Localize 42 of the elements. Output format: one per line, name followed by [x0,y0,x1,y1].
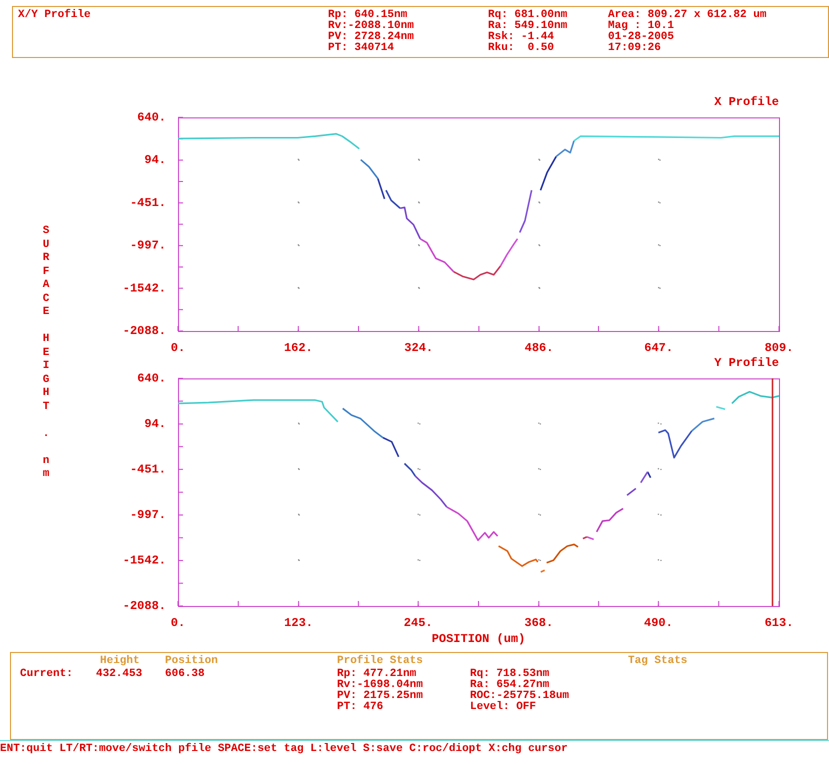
chart-title: Y Profile [714,356,779,370]
text: Profile Stats [337,655,423,667]
text: Area: 809.27 x 612.82 um Mag : 10.1 01-28-2005 17:09:26 [608,9,766,54]
text: Height [100,655,140,667]
x-tick-label: 368. [524,616,554,630]
text: 432.453 [96,668,142,680]
y-tick-label: -1542. [122,281,166,296]
text: Rq: 718.53nm Ra: 654.27nm ROC:-25775.18um Level: OFF [470,668,570,713]
y-tick-label: 94. [144,153,166,168]
y-tick-label: -451. [130,462,166,476]
x-tick-label: 486. [524,341,554,356]
x-tick-label: 245. [404,616,433,630]
y-tick-label: -997. [130,238,166,253]
y-tick-label: -997. [130,508,166,522]
y-tick-label: -2088. [122,324,166,338]
text: X/Y Profile [18,9,91,21]
x-tick-label: 647. [644,341,674,356]
y-tick-label: -2088. [122,599,166,614]
x-tick-label: 123. [284,616,313,630]
text: Rp: 477.21nm Rv:-1698.04nm PV: 2175.25nm PT: 476 [337,668,423,713]
text: Tag Stats [628,655,688,667]
text: Current: [20,668,73,680]
text: SURFACE HEIGHT . nm [42,225,50,480]
x-tick-label: 324. [404,341,434,356]
y-tick-label: -451. [130,196,166,210]
y-tick-label: -1542. [122,553,166,568]
text: ENT:quit LT/RT:move/switch pfile SPACE:set tag L:level S:save C:roc/diopt X:chg cursor [0,743,568,755]
x-axis-title: POSITION (um) [432,632,526,646]
text: Rq: 681.00nm Ra: 549.10nm Rsk: -1.44 Rku: 0.50 [488,9,568,54]
y-tick-label: 94. [144,416,166,431]
x-tick-label: 490. [644,616,673,630]
x-tick-label: 809. [764,341,794,356]
text: 606.38 [165,668,205,680]
x-tick-label: 613. [764,616,794,630]
y-tick-label: 640. [137,371,166,386]
text: Position [165,655,218,667]
chart-title: X Profile [714,95,779,110]
text: Rp: 640.15nm Rv:-2088.10nm PV: 2728.24nm PT: 340714 [328,9,414,54]
x-tick-label: 0. [170,341,186,356]
x-tick-label: 0. [170,616,186,630]
y-tick-label: 640. [137,110,166,124]
x-tick-label: 162. [284,341,313,356]
